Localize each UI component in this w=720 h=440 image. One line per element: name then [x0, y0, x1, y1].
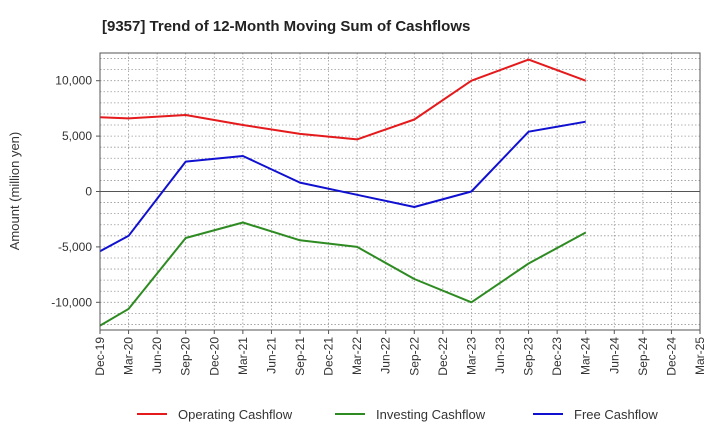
- x-tick-label: Dec-23: [550, 337, 564, 376]
- x-tick-label: Jun-23: [493, 337, 507, 374]
- x-tick-label: Sep-24: [636, 337, 650, 376]
- x-tick-label: Dec-21: [322, 337, 336, 376]
- legend-label-1: Investing Cashflow: [376, 407, 486, 422]
- series-line-1: [99, 221, 587, 327]
- series-line-2: [99, 120, 586, 253]
- plot-area: [99, 52, 701, 331]
- series-layer: [99, 58, 587, 327]
- x-tick-label: Dec-24: [664, 337, 678, 376]
- y-axis-ticks: -10,000 -5,000 0 5,000 10,000: [51, 74, 100, 309]
- x-tick-label: Sep-23: [522, 337, 536, 376]
- y-tick-label: 10,000: [55, 74, 92, 88]
- x-tick-label: Mar-25: [693, 337, 707, 375]
- x-tick-label: Dec-19: [93, 337, 107, 376]
- legend-label-2: Free Cashflow: [574, 407, 658, 422]
- x-tick-label: Jun-20: [150, 337, 164, 374]
- y-tick-label: 5,000: [62, 129, 92, 143]
- y-tick-label: -5,000: [58, 240, 92, 254]
- x-tick-label: Sep-20: [179, 337, 193, 376]
- x-tick-label: Jun-24: [607, 337, 621, 374]
- y-tick-label: -10,000: [51, 295, 92, 309]
- x-tick-label: Sep-21: [293, 337, 307, 376]
- y-tick-label: 0: [85, 185, 92, 199]
- x-tick-label: Mar-22: [350, 337, 364, 375]
- x-tick-label: Mar-23: [464, 337, 478, 375]
- x-tick-label: Mar-20: [122, 337, 136, 375]
- x-tick-label: Mar-24: [579, 337, 593, 375]
- grid-lines: [100, 53, 700, 330]
- x-tick-label: Dec-22: [436, 337, 450, 376]
- y-axis-label: Amount (million yen): [7, 132, 22, 251]
- chart-title: [9357] Trend of 12-Month Moving Sum of C…: [102, 18, 470, 35]
- x-tick-label: Dec-20: [207, 337, 221, 376]
- series-line-0: [99, 58, 587, 141]
- legend-label-0: Operating Cashflow: [178, 407, 293, 422]
- x-tick-label: Jun-21: [264, 337, 278, 374]
- legend: Operating Cashflow Investing Cashflow Free…: [137, 407, 658, 422]
- x-tick-label: Sep-22: [407, 337, 421, 376]
- x-axis-ticks: Dec-19 Mar-20 Jun-20 Sep-20 Dec-20 Mar-21 Jun-…: [93, 330, 707, 376]
- x-tick-label: Jun-22: [379, 337, 393, 374]
- x-tick-label: Mar-21: [236, 337, 250, 375]
